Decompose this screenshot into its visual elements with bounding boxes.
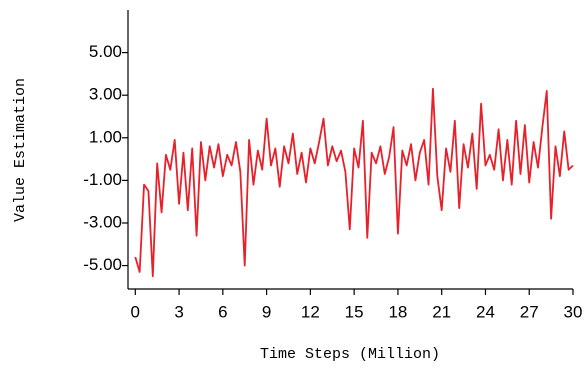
x-tick-label: 9 bbox=[262, 302, 271, 321]
x-tick-label: 15 bbox=[345, 302, 364, 321]
y-tick-label: 5.00 bbox=[89, 42, 122, 61]
y-tick-label: -1.00 bbox=[83, 170, 122, 189]
x-tick-label: 12 bbox=[301, 302, 320, 321]
x-axis-label: Time Steps (Million) bbox=[260, 346, 440, 363]
x-tick-label: 18 bbox=[388, 302, 407, 321]
data-line bbox=[134, 87, 574, 278]
y-tick-label: -5.00 bbox=[83, 255, 122, 274]
x-tick-label: 6 bbox=[218, 302, 227, 321]
y-tick-label: 1.00 bbox=[89, 127, 122, 146]
x-tick-label: 21 bbox=[432, 302, 451, 321]
x-tick-label: 30 bbox=[564, 302, 583, 321]
x-tick-label: 0 bbox=[131, 302, 140, 321]
y-axis-label: Value Estimation bbox=[12, 78, 29, 222]
y-tick-label: -3.00 bbox=[83, 212, 122, 231]
x-tick-label: 27 bbox=[520, 302, 539, 321]
y-tick-label: 3.00 bbox=[89, 85, 122, 104]
x-tick-label: 24 bbox=[476, 302, 495, 321]
x-tick-label: 3 bbox=[174, 302, 183, 321]
